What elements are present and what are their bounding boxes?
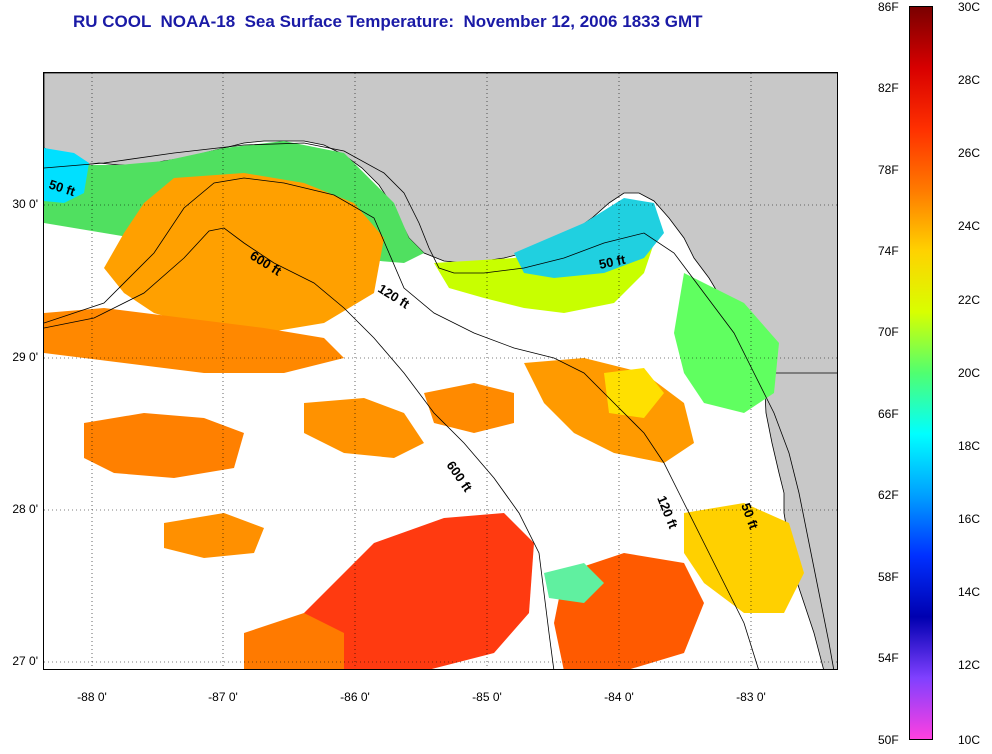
contour-label-600ft-south: 600 ft — [444, 458, 476, 495]
temperature-colorbar — [909, 6, 933, 740]
lat-label-29: 29 0' — [12, 350, 38, 364]
colorbar-c-label: 10C — [958, 733, 981, 747]
colorbar-f-label: 86F — [878, 0, 899, 14]
colorbar-c-label: 16C — [958, 512, 981, 526]
colorbar-c-label: 18C — [958, 439, 981, 453]
lon-label-84: -84 0' — [604, 690, 634, 704]
lon-label-88: -88 0' — [77, 690, 107, 704]
lat-label-28: 28 0' — [12, 502, 38, 516]
colorbar-f-label: 62F — [878, 488, 899, 502]
bathymetry-contours — [44, 142, 835, 669]
colorbar-f-label: 50F — [878, 733, 899, 747]
colorbar-f-label: 70F — [878, 325, 899, 339]
colorbar-c-label: 12C — [958, 658, 981, 672]
contour-label-50ft-east: 50 ft — [598, 252, 628, 272]
contour-600ft — [44, 227, 555, 669]
contour-label-120ft-north: 120 ft — [375, 281, 412, 312]
colorbar-f-label: 82F — [878, 81, 899, 95]
chart-title: RU COOL NOAA-18 Sea Surface Temperature:… — [73, 12, 703, 31]
lon-label-83: -83 0' — [736, 690, 766, 704]
lon-label-87: -87 0' — [208, 690, 238, 704]
colorbar-c-label: 22C — [958, 293, 981, 307]
lon-label-86: -86 0' — [340, 690, 370, 704]
contour-50ft — [44, 142, 835, 669]
lat-label-27: 27 0' — [12, 654, 38, 668]
colorbar-c-label: 14C — [958, 585, 981, 599]
colorbar-f-label: 78F — [878, 163, 899, 177]
sst-field — [44, 141, 804, 669]
contour-120ft — [44, 177, 759, 669]
lon-label-85: -85 0' — [472, 690, 502, 704]
colorbar-f-label: 66F — [878, 407, 899, 421]
colorbar-c-label: 20C — [958, 366, 981, 380]
colorbar-f-label: 54F — [878, 651, 899, 665]
sst-map-canvas: 50 ft 600 ft 120 ft 50 ft 600 ft 120 ft … — [44, 73, 837, 669]
colorbar-c-label: 28C — [958, 73, 981, 87]
lat-lon-grid — [44, 73, 837, 669]
colorbar-f-label: 74F — [878, 244, 899, 258]
lat-label-30: 30 0' — [12, 197, 38, 211]
colorbar-f-label: 58F — [878, 570, 899, 584]
colorbar-c-label: 24C — [958, 219, 981, 233]
contour-label-120ft-south: 120 ft — [654, 494, 681, 532]
sst-map: 50 ft 600 ft 120 ft 50 ft 600 ft 120 ft … — [43, 72, 838, 670]
colorbar-c-label: 30C — [958, 0, 981, 14]
colorbar-c-label: 26C — [958, 146, 981, 160]
